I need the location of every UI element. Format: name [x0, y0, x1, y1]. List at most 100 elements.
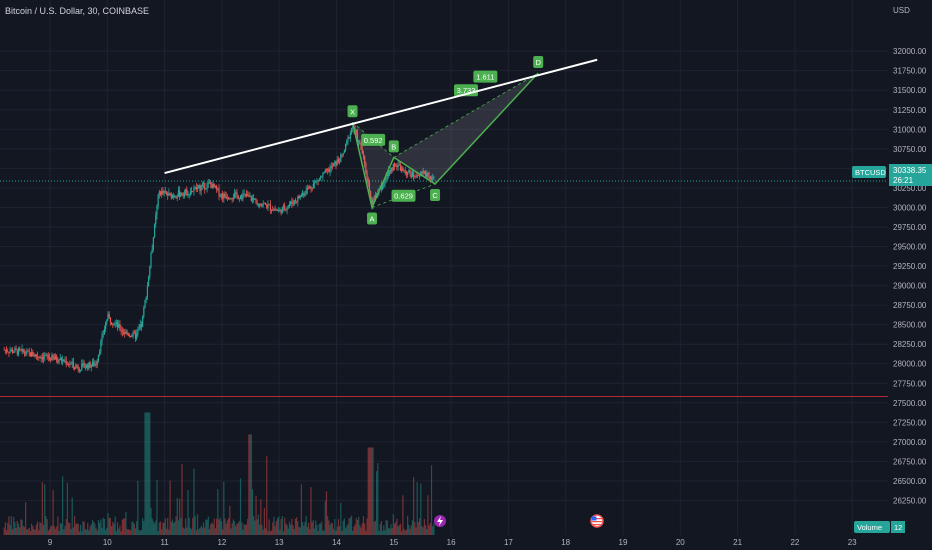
candle-body [296, 201, 298, 203]
volume-bar [121, 519, 123, 535]
volume-bar [81, 531, 83, 535]
candle-body [41, 357, 43, 360]
candle-body [46, 354, 48, 357]
candle-body [396, 165, 398, 168]
candle-body [35, 354, 37, 357]
volume-bar [155, 520, 157, 535]
volume-bar [214, 528, 217, 535]
volume-bar [187, 490, 189, 535]
volume-bar [222, 529, 224, 535]
candle-body [339, 161, 341, 163]
candle-body [239, 195, 242, 199]
volume-bar [26, 529, 28, 535]
candle-body [110, 322, 113, 325]
volume-bar [291, 518, 293, 535]
volume-bar [110, 525, 113, 535]
candle-body [293, 200, 295, 205]
volume-bar [73, 516, 76, 535]
candle-body [9, 350, 11, 353]
volume-bar [335, 530, 337, 535]
volume-bar [301, 522, 304, 535]
candle-body [222, 194, 224, 199]
trendline-drawing[interactable] [164, 58, 598, 175]
candle-body [87, 364, 89, 369]
candle-body [367, 179, 369, 183]
volume-bar [288, 521, 291, 535]
volume-bar [40, 523, 42, 535]
candle-body [249, 196, 251, 197]
volume-bar [95, 528, 97, 535]
time-tick-label: 11 [160, 538, 169, 547]
time-tick-label: 18 [561, 538, 570, 547]
event-lightning-icon[interactable] [434, 515, 446, 527]
candle-body [300, 195, 303, 197]
volume-bar [212, 524, 214, 535]
candle-body [108, 314, 110, 318]
candle-body [250, 196, 252, 201]
candle-body [398, 164, 400, 166]
candle-body [407, 171, 409, 175]
volume-bar [57, 516, 59, 535]
volume-bar [313, 528, 316, 535]
candle-body [4, 349, 6, 351]
candle-body [78, 369, 80, 371]
candle-body [122, 331, 125, 333]
volume-bar [77, 523, 79, 535]
candle-body [170, 193, 172, 199]
candle-body [401, 167, 403, 171]
candle-body [107, 314, 109, 320]
svg-text:3.733: 3.733 [457, 86, 476, 95]
volume-bar [413, 477, 415, 535]
candle-body [64, 360, 66, 362]
time-axis[interactable]: 9 10 11 12 13 14 15 16 17 18 19 20 21 22 23 [48, 538, 857, 547]
volume-bar [115, 531, 117, 535]
volume-bar [161, 529, 163, 535]
candle-body [223, 193, 225, 199]
volume-bar [69, 523, 71, 535]
volume-bar [100, 519, 102, 535]
candle-body [341, 154, 343, 156]
volume-bar [189, 527, 191, 535]
volume-bar [45, 516, 47, 535]
candle-body [113, 324, 115, 326]
candle-body [95, 364, 97, 366]
volume-bar [327, 516, 329, 535]
pattern-ratio-line [393, 72, 539, 158]
volume-bar [423, 519, 425, 535]
volume-bar [270, 530, 273, 535]
volume-bar [273, 516, 275, 535]
candle-body [288, 204, 291, 206]
volume-bar [156, 480, 158, 535]
candle-body [115, 322, 117, 324]
volume-bar [286, 524, 288, 535]
candle-body [47, 356, 49, 358]
candle-body [323, 172, 325, 174]
volume-bar [251, 489, 254, 535]
volume-bar [50, 526, 52, 535]
candle-body [433, 176, 435, 178]
event-us-flag-icon[interactable] [590, 514, 604, 528]
volume-bar [418, 518, 421, 535]
candle-body [179, 190, 181, 197]
volume-bar [266, 456, 268, 535]
volume-bar [230, 528, 232, 535]
candle-body [262, 203, 264, 205]
candle-body [402, 167, 404, 172]
candle-body [151, 249, 153, 254]
price-tick-label: 31250.00 [893, 106, 927, 115]
candle-body [224, 193, 226, 197]
candle-body [140, 324, 143, 327]
candle-body [346, 140, 348, 144]
volume-bar [94, 523, 96, 535]
candle-body [238, 198, 240, 200]
volume-bar [142, 518, 144, 535]
candle-body [76, 365, 78, 367]
volume-bar [89, 526, 91, 535]
candle-body [219, 195, 221, 197]
candle-body [56, 356, 58, 361]
candle-body [180, 193, 182, 197]
candle-body [71, 361, 73, 364]
volume-bar [134, 528, 137, 535]
